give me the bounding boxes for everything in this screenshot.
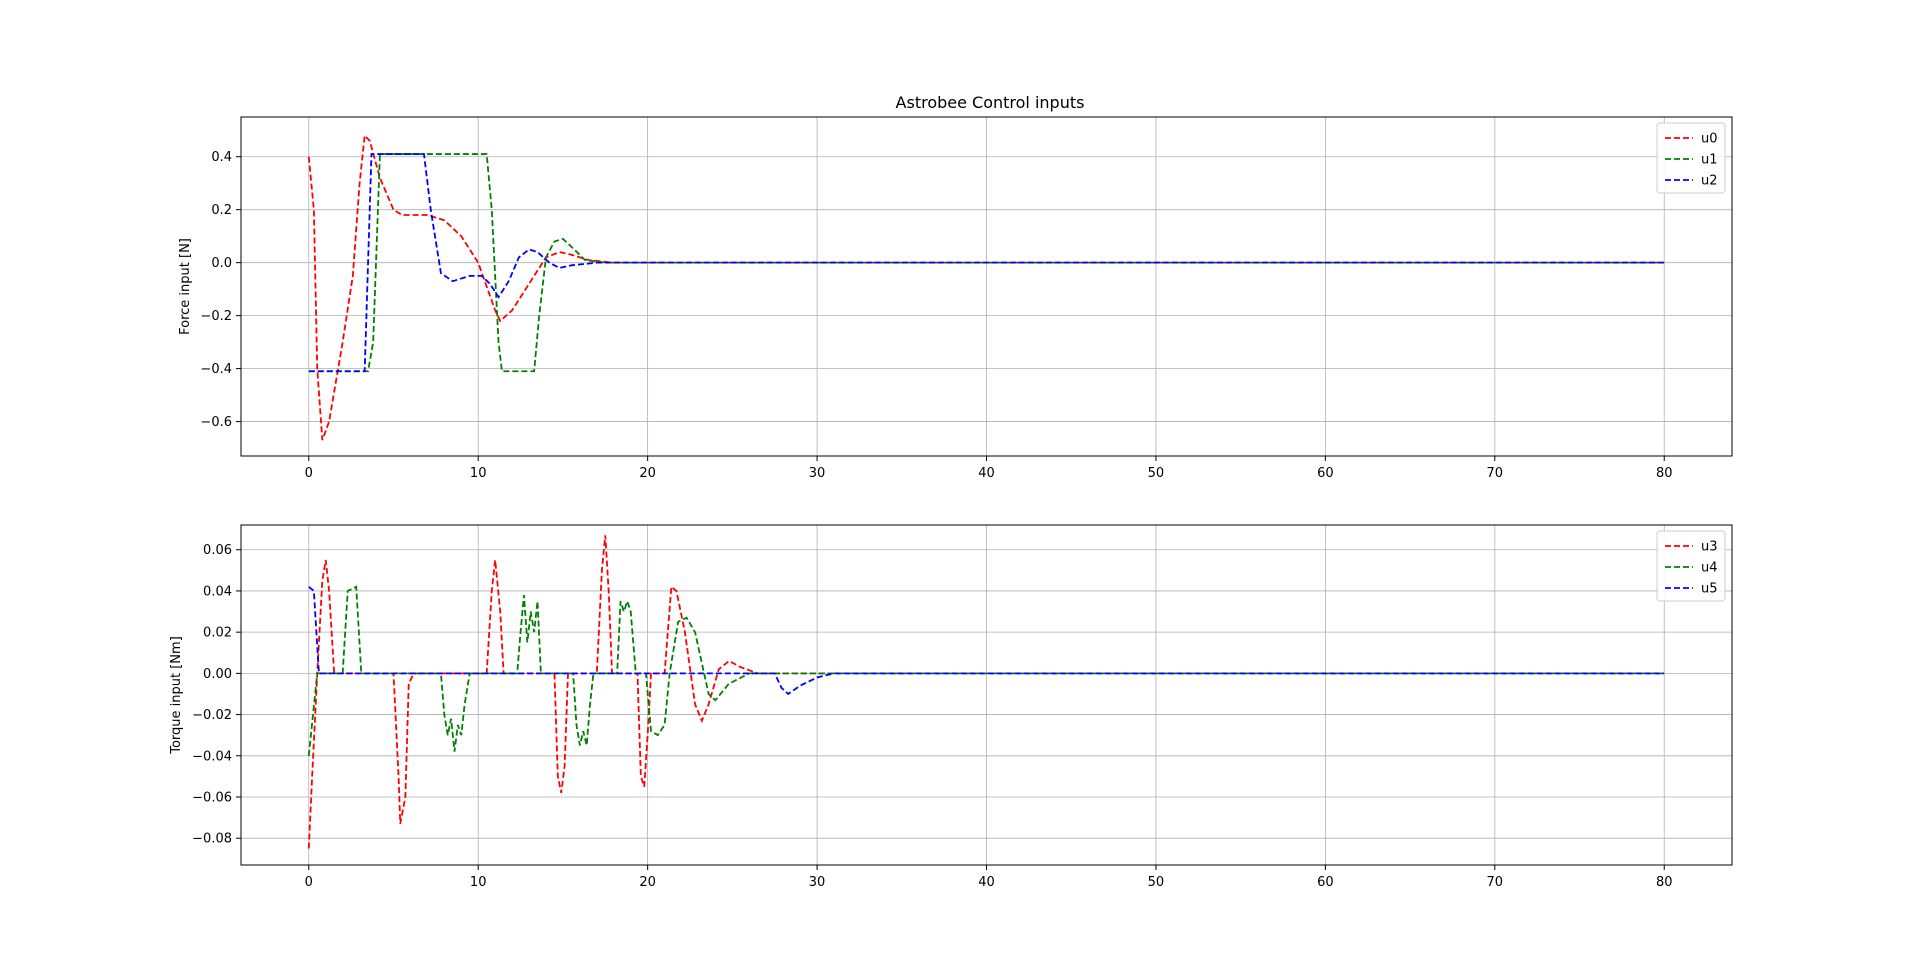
legend-label-u1: u1 xyxy=(1701,153,1718,168)
y-axis-label: Force input [N] xyxy=(178,238,193,335)
chart-title: Astrobee Control inputs xyxy=(896,93,1085,112)
x-tick-label: 80 xyxy=(1656,466,1673,481)
legend: u3 u4 u5 xyxy=(1656,530,1726,602)
y-tick-label: 0.0 xyxy=(211,256,232,271)
x-tick-label: 50 xyxy=(1148,875,1165,890)
legend-label-u5: u5 xyxy=(1701,582,1718,597)
y-tick-label: −0.08 xyxy=(192,832,232,847)
y-tick-label: −0.2 xyxy=(200,309,232,324)
legend: u0 u1 u2 xyxy=(1656,122,1726,194)
force-input-subplot: 0 10 20 30 40 50 60 70 80 −0.6 −0.4 −0.2 0.0 0.2 0.4 Fo… xyxy=(178,116,1733,481)
y-tick-label: 0.4 xyxy=(211,150,232,165)
x-tick-label: 70 xyxy=(1487,466,1504,481)
y-tick-label: −0.02 xyxy=(192,708,232,723)
x-tick-label: 0 xyxy=(305,466,313,481)
x-tick-label: 80 xyxy=(1656,875,1673,890)
x-tick-label: 50 xyxy=(1148,466,1165,481)
legend-label-u3: u3 xyxy=(1701,540,1718,555)
x-tick-label: 10 xyxy=(470,466,487,481)
y-tick-label: −0.04 xyxy=(192,749,232,764)
x-tick-label: 60 xyxy=(1317,466,1334,481)
x-tick-label: 20 xyxy=(639,875,656,890)
x-tick-label: 20 xyxy=(639,466,656,481)
series-line-u1 xyxy=(308,153,1665,373)
series-line-u2 xyxy=(308,153,1665,373)
y-tick-label: 0.06 xyxy=(203,543,232,558)
y-tick-label: 0.2 xyxy=(211,203,232,218)
y-axis-label: Torque input [Nm] xyxy=(169,636,184,755)
y-tick-label: 0.02 xyxy=(203,626,232,641)
x-tick-label: 0 xyxy=(305,875,313,890)
x-tick-label: 10 xyxy=(470,875,487,890)
legend-label-u4: u4 xyxy=(1701,561,1718,576)
x-tick-label: 70 xyxy=(1487,875,1504,890)
series-line-u5 xyxy=(308,586,1665,696)
x-tick-label: 40 xyxy=(978,875,995,890)
series-line-u4 xyxy=(307,585,1665,756)
x-tick-label: 60 xyxy=(1317,875,1334,890)
series-line-u0 xyxy=(307,133,1665,441)
x-tick-label: 30 xyxy=(809,466,826,481)
x-tick-label: 30 xyxy=(809,875,826,890)
y-tick-label: −0.06 xyxy=(192,791,232,806)
y-tick-label: 0.04 xyxy=(203,584,232,599)
legend-label-u0: u0 xyxy=(1701,132,1718,147)
legend-label-u2: u2 xyxy=(1701,174,1718,189)
x-tick-label: 40 xyxy=(978,466,995,481)
legend-box xyxy=(1656,122,1726,194)
y-tick-label: 0.00 xyxy=(203,667,232,682)
legend-box xyxy=(1656,530,1726,602)
y-tick-label: −0.6 xyxy=(200,415,232,430)
y-tick-label: −0.4 xyxy=(200,362,232,377)
torque-input-subplot: 0 10 20 30 40 50 60 70 80 −0.08 −0.06 −0.04 −0.02 0.0… xyxy=(169,524,1733,890)
